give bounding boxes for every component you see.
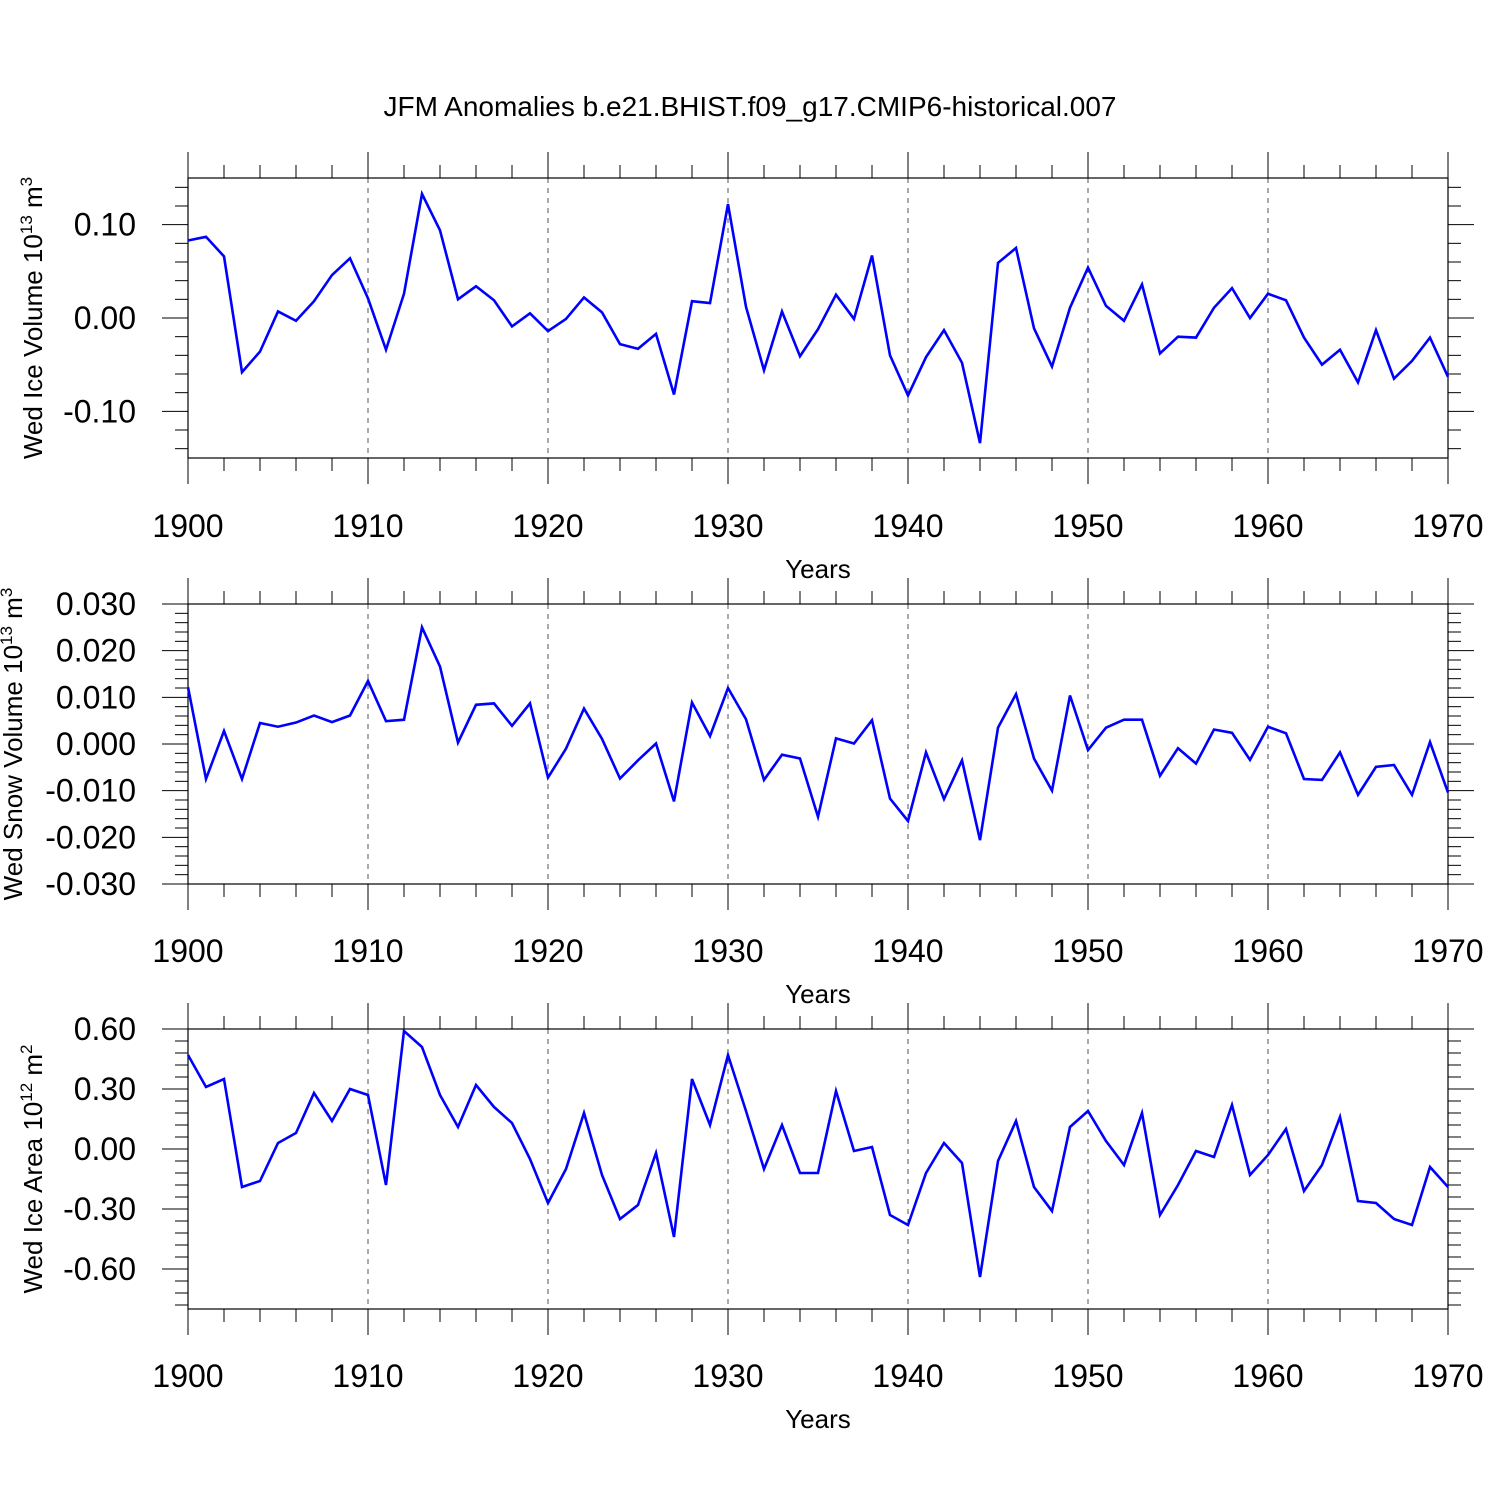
x-tick-label: 1960 bbox=[1232, 933, 1303, 969]
y-tick-label: 0.020 bbox=[56, 633, 136, 669]
y-axis-label-part: m bbox=[18, 186, 48, 215]
x-axis-label: Years bbox=[785, 554, 851, 584]
series-line bbox=[186, 623, 1450, 841]
x-tick-label: 1970 bbox=[1412, 933, 1483, 969]
y-tick-label: 0.000 bbox=[56, 726, 136, 762]
y-tick-label: 0.00 bbox=[74, 300, 136, 336]
x-tick-label: 1960 bbox=[1232, 1358, 1303, 1394]
figure-title: JFM Anomalies b.e21.BHIST.f09_g17.CMIP6-… bbox=[383, 91, 1116, 122]
x-axis-label: Years bbox=[785, 979, 851, 1009]
panel-ice-volume: 0.10 0.00 -0.10 1900 1910 1920 1930 1940 1950 196… bbox=[17, 152, 1484, 584]
y-tick-label: -0.030 bbox=[45, 866, 136, 902]
x-tick-label: 1910 bbox=[332, 508, 403, 544]
x-tick-label: 1900 bbox=[152, 933, 223, 969]
x-tick-label: 1920 bbox=[512, 1358, 583, 1394]
y-axis-label: Wed Ice Area 1012 m2 bbox=[17, 1044, 48, 1293]
y-axis-label-part: m bbox=[0, 597, 28, 626]
panel-ice-area: 0.60 0.30 0.00 -0.30 -0.60 1900 1910 1920 1930 19… bbox=[17, 1003, 1484, 1434]
x-tick-label: 1940 bbox=[872, 508, 943, 544]
y-axis-label-part: Wed Ice Area 10 bbox=[18, 1102, 48, 1294]
y-tick-label: -0.10 bbox=[63, 393, 136, 429]
x-tick-label: 1950 bbox=[1052, 1358, 1123, 1394]
y-axis-label: Wed Snow Volume 1013 m3 bbox=[0, 588, 28, 901]
y-tick-label: -0.020 bbox=[45, 819, 136, 855]
x-tick-label: 1940 bbox=[872, 1358, 943, 1394]
y-axis-label-superscript: 2 bbox=[17, 1044, 36, 1053]
plot-frame bbox=[187, 177, 1449, 459]
x-tick-label: 1970 bbox=[1412, 1358, 1483, 1394]
y-axis-label-superscript: 3 bbox=[17, 177, 36, 186]
y-axis-label-superscript: 13 bbox=[17, 215, 36, 234]
y-axis-label-superscript: 12 bbox=[17, 1083, 36, 1102]
y-axis-label-part: Wed Snow Volume 10 bbox=[0, 645, 28, 900]
y-tick-label: 0.010 bbox=[56, 679, 136, 715]
y-tick-label: 0.10 bbox=[74, 207, 136, 243]
x-axis-label: Years bbox=[785, 1404, 851, 1434]
x-tick-label: 1930 bbox=[692, 933, 763, 969]
y-tick-label: -0.30 bbox=[63, 1191, 136, 1227]
series-line bbox=[187, 189, 1450, 444]
y-tick-label: -0.010 bbox=[45, 773, 136, 809]
x-tick-label: 1900 bbox=[152, 1358, 223, 1394]
y-tick-label: -0.60 bbox=[63, 1251, 136, 1287]
y-axis-label-superscript: 3 bbox=[0, 588, 16, 597]
y-tick-label: 0.030 bbox=[56, 586, 136, 622]
x-tick-label: 1950 bbox=[1052, 933, 1123, 969]
y-tick-label: 0.30 bbox=[74, 1071, 136, 1107]
x-tick-label: 1920 bbox=[512, 508, 583, 544]
x-tick-label: 1930 bbox=[692, 508, 763, 544]
series-line bbox=[186, 1028, 1449, 1278]
x-tick-label: 1900 bbox=[152, 508, 223, 544]
y-axis-label: Wed Ice Volume 1013 m3 bbox=[17, 177, 48, 459]
y-axis-label-part: Wed Ice Volume 10 bbox=[18, 234, 48, 459]
x-tick-label: 1950 bbox=[1052, 508, 1123, 544]
y-axis-label-part: m bbox=[18, 1054, 48, 1083]
x-tick-label: 1940 bbox=[872, 933, 943, 969]
x-tick-label: 1960 bbox=[1232, 508, 1303, 544]
plot-frame bbox=[187, 1028, 1449, 1310]
y-axis-label-superscript: 13 bbox=[0, 626, 16, 645]
x-tick-label: 1910 bbox=[332, 1358, 403, 1394]
x-tick-label: 1970 bbox=[1412, 508, 1483, 544]
x-tick-label: 1930 bbox=[692, 1358, 763, 1394]
x-tick-label: 1920 bbox=[512, 933, 583, 969]
y-tick-label: 0.60 bbox=[74, 1011, 136, 1047]
panel-snow-volume: 0.030 0.020 0.010 0.000 -0.010 -0.020 -0.030 19… bbox=[0, 578, 1484, 1009]
y-tick-label: 0.00 bbox=[74, 1131, 136, 1167]
x-tick-label: 1910 bbox=[332, 933, 403, 969]
